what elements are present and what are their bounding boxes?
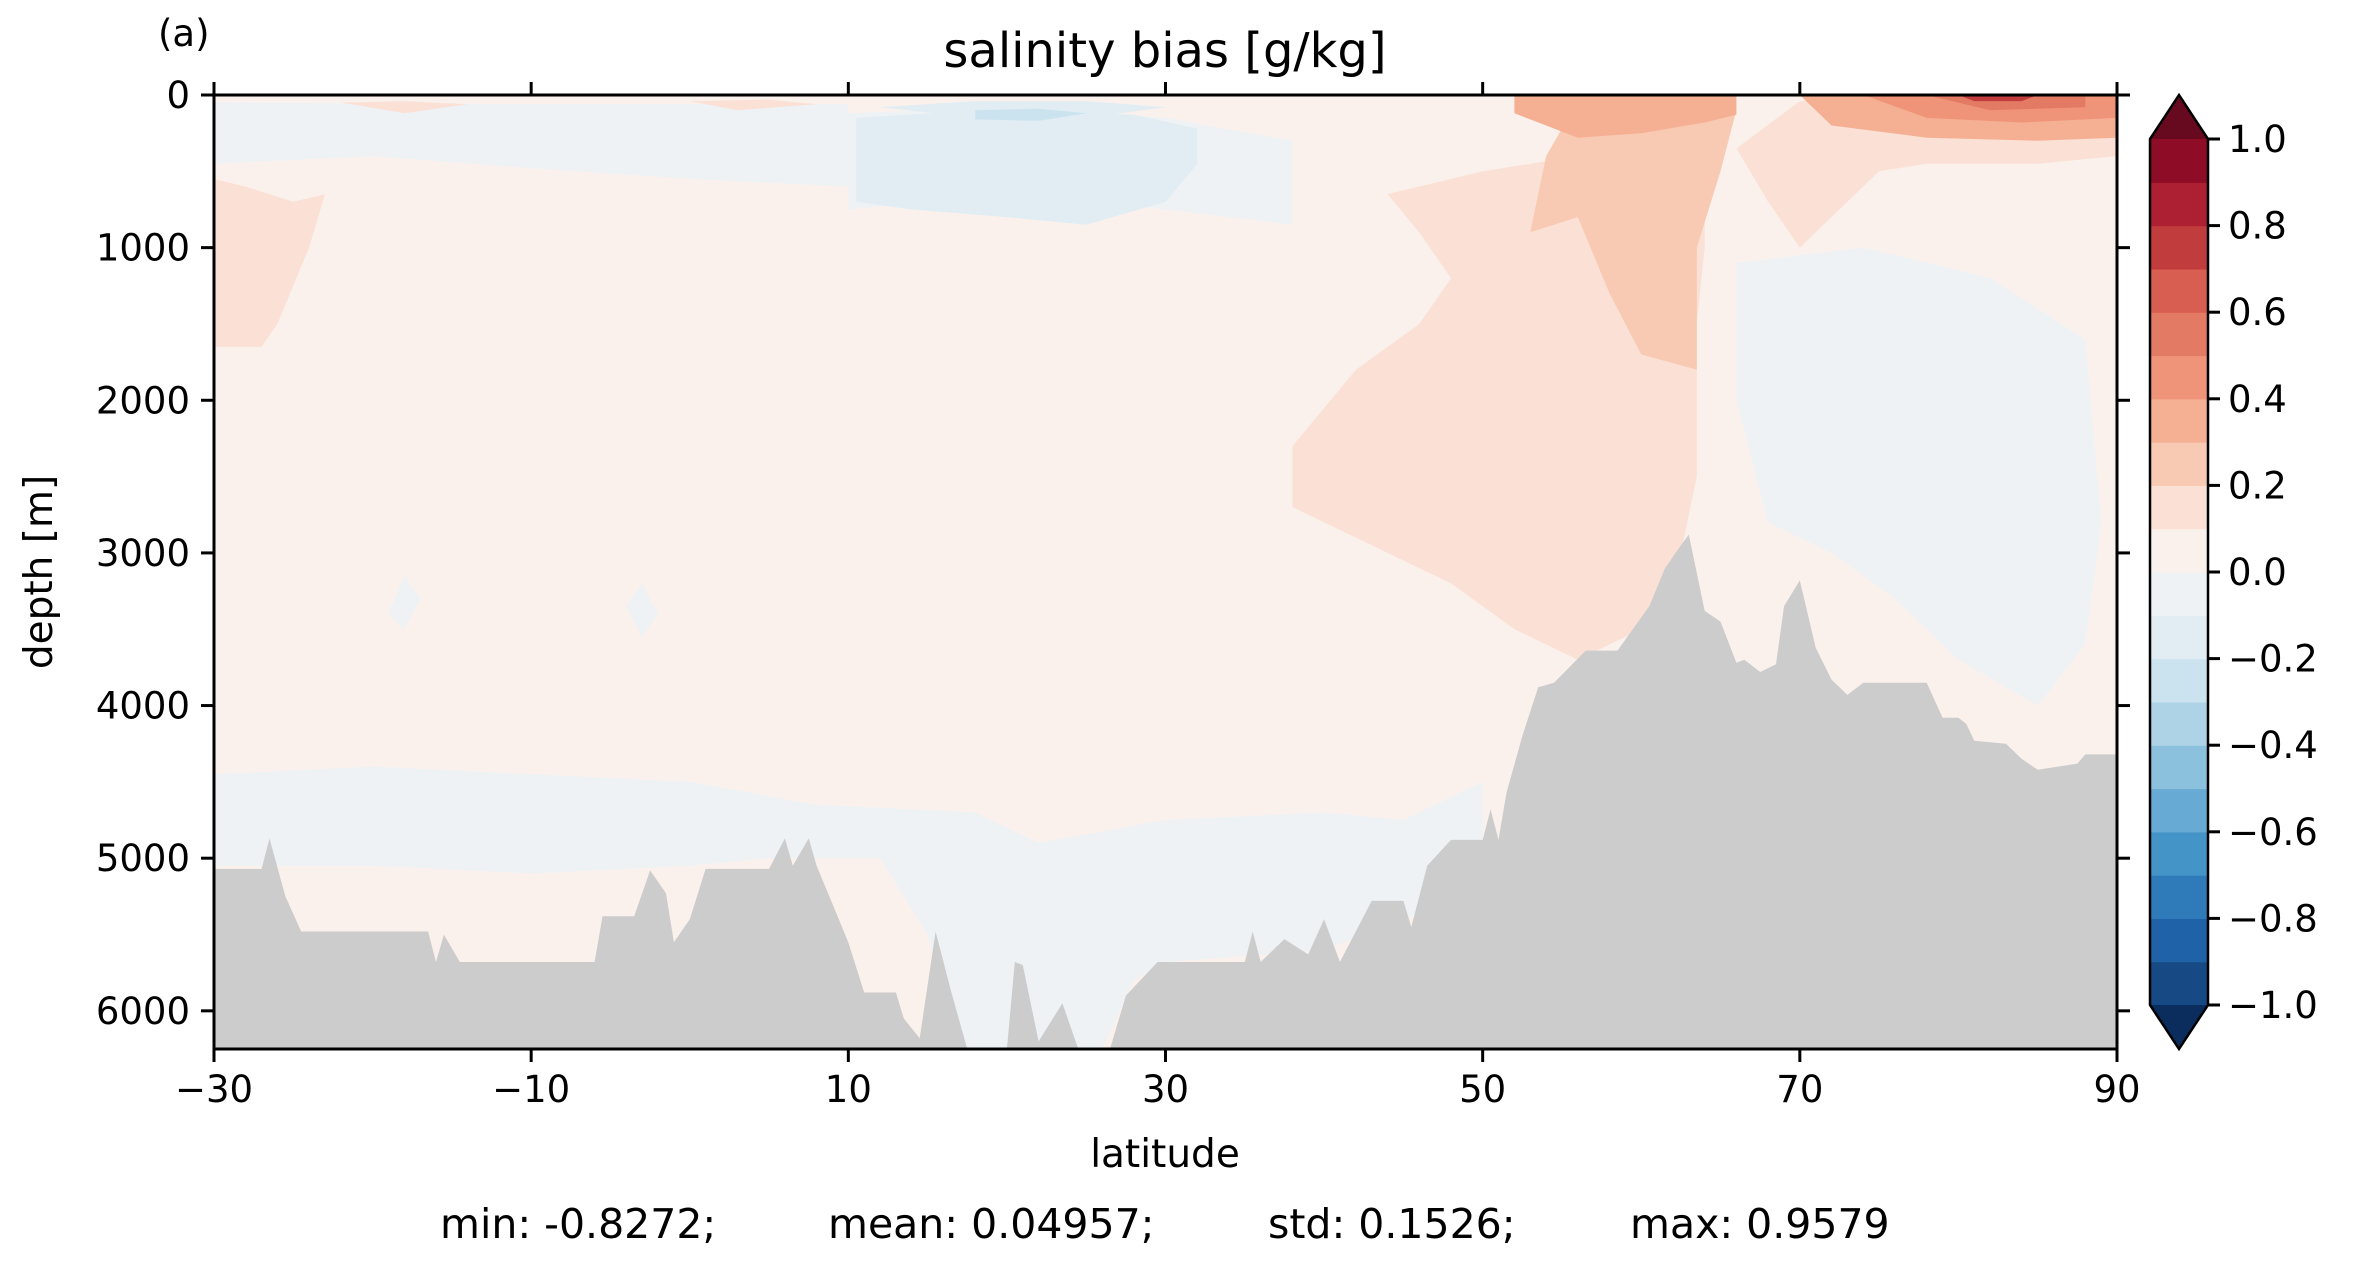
stat-std: std: 0.1526; <box>1268 1200 1516 1248</box>
colorbar-under-arrow <box>2150 1005 2208 1049</box>
bias-region-1 <box>214 766 1483 1049</box>
x-tick-label: 30 <box>1142 1068 1189 1111</box>
colorbar-segment <box>2150 398 2208 443</box>
bias-region-17 <box>1958 95 2038 102</box>
bias-region-7 <box>388 575 421 630</box>
y-tick-label: 6000 <box>96 990 190 1033</box>
colorbar-tick-label: 0.8 <box>2228 205 2287 248</box>
colorbar-segment <box>2150 875 2208 919</box>
bias-region-19 <box>689 99 817 111</box>
y-tick-label: 4000 <box>96 685 190 728</box>
bias-region-6 <box>1736 247 2102 706</box>
colorbar: 1.0 0.8 0.6 0.4 0.2 0.0 −0.2 −0.4 −0.6 −0.8 −1.0 <box>2148 92 2318 1052</box>
plot-area <box>214 95 2117 1049</box>
colorbar-segment <box>2150 139 2208 183</box>
bias-region-16 <box>1926 95 2086 111</box>
x-tick-label: 10 <box>825 1068 872 1111</box>
x-tick-label: 50 <box>1459 1068 1506 1111</box>
x-tick-label: 90 <box>2093 1068 2140 1111</box>
colorbar-segment <box>2150 615 2208 660</box>
y-tick-label: 3000 <box>96 532 190 575</box>
colorbar-tick-label: −0.6 <box>2228 811 2318 854</box>
colorbar-tick-label: −1.0 <box>2228 984 2318 1027</box>
bathymetry-seafloor <box>214 534 2117 1049</box>
bias-region-10 <box>214 179 325 347</box>
bias-region-5 <box>975 108 1087 121</box>
colorbar-segment <box>2150 268 2208 313</box>
y-tick-label: 2000 <box>96 379 190 422</box>
x-tick-label: 70 <box>1776 1068 1823 1111</box>
stat-max: max: 0.9579 <box>1630 1200 1890 1248</box>
bias-region-8 <box>626 583 658 637</box>
colorbar-segment <box>2150 355 2208 400</box>
colorbar-segment <box>2150 701 2208 746</box>
x-tick-label: −30 <box>175 1068 253 1111</box>
y-tick-label: 5000 <box>96 837 190 880</box>
y-tick-label: 1000 <box>96 227 190 270</box>
colorbar-tick-label: −0.4 <box>2228 724 2318 767</box>
colorbar-segment <box>2150 658 2208 703</box>
colorbar-tick-label: 0.6 <box>2228 291 2287 334</box>
colorbar-segment <box>2150 442 2208 486</box>
x-axis: −30 −10 10 30 50 70 90 <box>175 82 2141 1111</box>
x-tick-label: −10 <box>492 1068 570 1111</box>
colorbar-segment <box>2150 788 2208 833</box>
colorbar-tick-label: 1.0 <box>2228 118 2287 161</box>
colorbar-segment <box>2150 528 2208 573</box>
colorbar-segment <box>2150 745 2208 790</box>
colorbar-segment <box>2150 182 2208 227</box>
panel-label: (a) <box>158 12 210 55</box>
colorbar-over-arrow <box>2150 95 2208 139</box>
colorbar-segment <box>2150 918 2208 963</box>
bias-region-18 <box>340 101 468 114</box>
colorbar-segment <box>2150 485 2208 530</box>
colorbar-tick-label: 0.4 <box>2228 378 2287 421</box>
colorbar-segment <box>2150 312 2208 357</box>
colorbar-tick-label: −0.8 <box>2228 897 2318 940</box>
bias-contour-layer <box>214 95 2117 1049</box>
bias-region-3 <box>856 108 1198 225</box>
colorbar-tick-label: 0.2 <box>2228 464 2287 507</box>
colorbar-tick-label: 0.0 <box>2228 551 2287 594</box>
x-axis-label: latitude <box>1090 1132 1240 1177</box>
stat-mean: mean: 0.04957; <box>828 1200 1155 1248</box>
stat-min: min: -0.8272; <box>440 1200 717 1248</box>
chart-title: salinity bias [g/kg] <box>943 23 1386 79</box>
bias-region-13 <box>1514 95 1737 138</box>
colorbar-segment <box>2150 831 2208 876</box>
colorbar-segment <box>2150 572 2208 616</box>
bias-region-12 <box>1530 101 1737 370</box>
colorbar-segment <box>2150 225 2208 270</box>
y-tick-label: 0 <box>166 74 190 117</box>
y-axis-label: depth [m] <box>17 475 62 669</box>
colorbar-tick-label: −0.2 <box>2228 638 2318 681</box>
colorbar-segment <box>2150 961 2208 1006</box>
y-axis: 0 1000 2000 3000 4000 5000 6000 <box>96 74 2130 1033</box>
